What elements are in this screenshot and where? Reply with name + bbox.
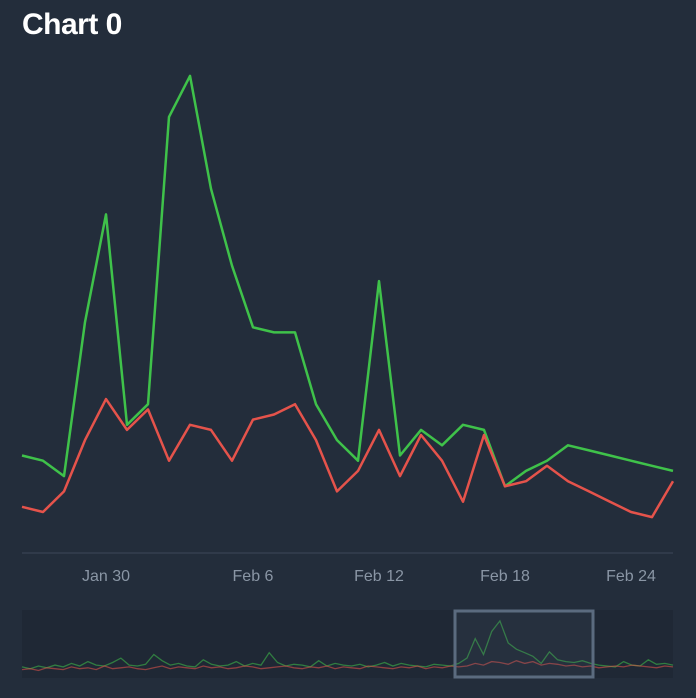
x-tick-label: Jan 30 bbox=[82, 568, 130, 585]
series-line-1 bbox=[21, 74, 674, 488]
main-plot-area bbox=[21, 74, 675, 519]
series-line-2 bbox=[21, 397, 675, 519]
x-tick-label: Feb 12 bbox=[354, 568, 404, 585]
x-axis-ticks: Jan 30 Feb 6 Feb 12 Feb 18 Feb 24 bbox=[82, 568, 656, 585]
navigator-selection-window[interactable] bbox=[453, 609, 595, 679]
x-tick-label: Feb 24 bbox=[606, 568, 656, 585]
navigator-series-2 bbox=[21, 660, 674, 672]
x-tick-label: Feb 6 bbox=[233, 568, 274, 585]
x-tick-label: Feb 18 bbox=[480, 568, 530, 585]
navigator[interactable] bbox=[21, 609, 674, 679]
navigator-series-1 bbox=[21, 619, 674, 670]
chart-title: Chart 0 bbox=[22, 8, 122, 41]
